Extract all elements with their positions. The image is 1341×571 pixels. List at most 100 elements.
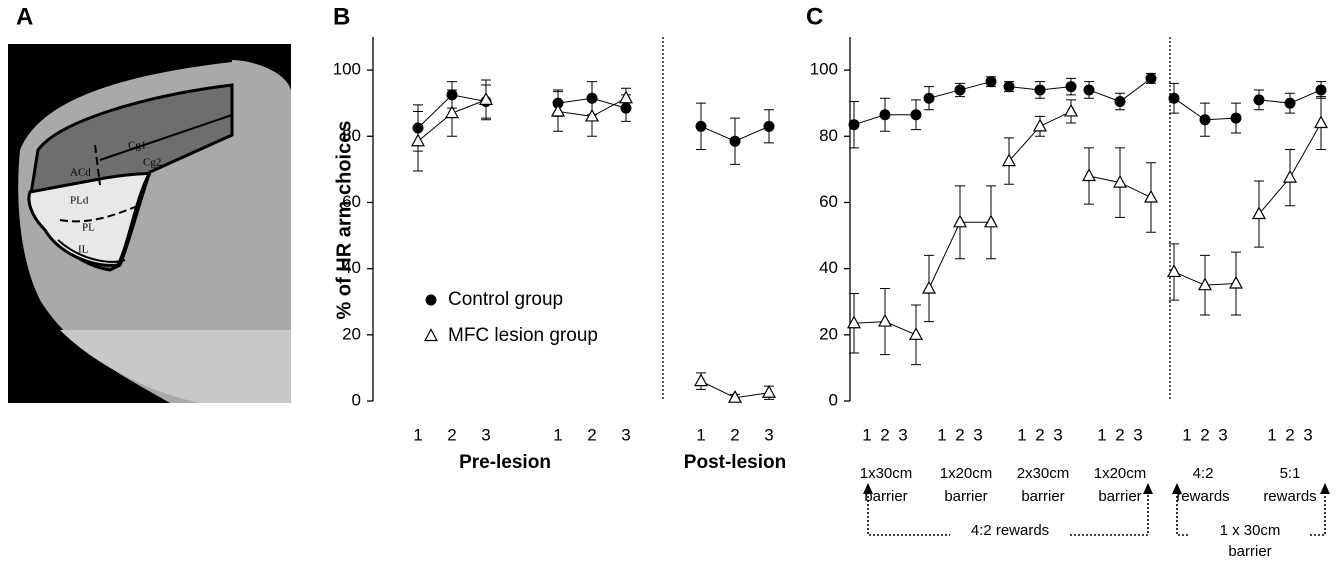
x-tick-label: 2 <box>880 425 889 444</box>
x-tick-label: 3 <box>1053 425 1062 444</box>
annotation: 4:2 rewards <box>971 522 1049 539</box>
group-label: 2x30cm <box>1017 465 1070 482</box>
data-point <box>1065 105 1077 116</box>
x-tick-label: 1 <box>1182 425 1191 444</box>
x-tick-label: 2 <box>1035 425 1044 444</box>
data-point <box>764 121 775 132</box>
x-tick-label: 3 <box>481 425 490 444</box>
x-tick-label: 2 <box>1115 425 1124 444</box>
y-tick-label: 20 <box>819 324 838 343</box>
x-tick-label: 3 <box>1133 425 1142 444</box>
data-point <box>1035 84 1046 95</box>
data-point <box>1285 98 1296 109</box>
group-label: 1x20cm <box>940 465 993 482</box>
data-point <box>954 216 966 227</box>
data-point <box>924 93 935 104</box>
legend-label: Control group <box>448 289 563 310</box>
x-tick-label: 3 <box>1218 425 1227 444</box>
x-tick-label: 1 <box>1097 425 1106 444</box>
group-label: Post-lesion <box>684 452 786 473</box>
y-tick-label: 60 <box>819 192 838 211</box>
group-label: barrier <box>1021 488 1064 505</box>
data-point <box>955 84 966 95</box>
data-point <box>1066 81 1077 92</box>
x-tick-label: 1 <box>937 425 946 444</box>
annotation: barrier <box>1228 543 1271 560</box>
data-point <box>620 92 632 103</box>
x-tick-label: 1 <box>696 425 705 444</box>
data-point <box>1004 81 1015 92</box>
group-label: barrier <box>1098 488 1141 505</box>
group-label: rewards <box>1263 488 1316 505</box>
group-label: barrier <box>944 488 987 505</box>
y-tick-label: 20 <box>342 324 361 343</box>
brain-image: Cg1 Cg2 ACd PLd PL IL <box>8 44 291 403</box>
x-tick-label: 3 <box>764 425 773 444</box>
data-point <box>910 328 922 339</box>
x-tick-label: 2 <box>447 425 456 444</box>
annotation: 1 x 30cm <box>1220 522 1281 539</box>
data-point <box>1284 171 1296 182</box>
data-point <box>1083 169 1095 180</box>
x-tick-label: 2 <box>587 425 596 444</box>
x-tick-label: 1 <box>413 425 422 444</box>
brain-label: ACd <box>70 167 91 179</box>
data-point <box>923 282 935 293</box>
x-tick-label: 2 <box>730 425 739 444</box>
group-label: barrier <box>864 488 907 505</box>
legend-marker <box>426 295 437 306</box>
x-tick-label: 1 <box>1017 425 1026 444</box>
data-point <box>1145 191 1157 202</box>
figure: A B C Cg1 Cg2 ACd PLd PL IL 020406080100… <box>0 0 1341 566</box>
brain-label: IL <box>78 244 89 256</box>
y-tick-label: 100 <box>810 60 838 79</box>
brain-label: Cg1 <box>128 140 146 152</box>
data-point <box>1230 277 1242 288</box>
x-tick-label: 3 <box>898 425 907 444</box>
panel-label: C <box>806 3 823 30</box>
y-tick-label: 0 <box>352 390 361 409</box>
data-point <box>879 315 891 326</box>
data-point <box>986 76 997 87</box>
y-tick-label: 0 <box>829 390 838 409</box>
group-label: 1x30cm <box>860 465 913 482</box>
data-point <box>1315 117 1327 128</box>
data-point <box>730 136 741 147</box>
data-point <box>763 386 775 397</box>
data-point <box>1200 114 1211 125</box>
group-label: Pre-lesion <box>459 452 551 473</box>
x-tick-label: 1 <box>1267 425 1276 444</box>
group-label: 1x20cm <box>1094 465 1147 482</box>
arrow-heads <box>863 483 1330 494</box>
data-point <box>985 216 997 227</box>
group-label: rewards <box>1176 488 1229 505</box>
brain-label: PL <box>82 222 95 234</box>
data-point <box>696 121 707 132</box>
x-tick-label: 3 <box>621 425 630 444</box>
data-point <box>1169 93 1180 104</box>
x-tick-label: 2 <box>1200 425 1209 444</box>
data-point <box>1034 120 1046 131</box>
y-tick-label: 80 <box>819 126 838 145</box>
y-tick-label: 100 <box>333 60 361 79</box>
data-point <box>1146 73 1157 84</box>
x-tick-label: 1 <box>862 425 871 444</box>
legend-label: MFC lesion group <box>448 325 598 346</box>
x-tick-label: 2 <box>1285 425 1294 444</box>
data-point <box>849 119 860 130</box>
x-tick-label: 3 <box>1303 425 1312 444</box>
brain-label: PLd <box>70 195 89 207</box>
data-point <box>911 109 922 120</box>
data-point <box>1199 279 1211 290</box>
group-label: 5:1 <box>1280 465 1301 482</box>
legend-marker <box>425 330 437 341</box>
panel-label: B <box>333 3 350 30</box>
data-point <box>1316 84 1327 95</box>
x-tick-label: 2 <box>955 425 964 444</box>
data-point <box>1231 113 1242 124</box>
panel-label: A <box>16 3 33 30</box>
data-point <box>1254 94 1265 105</box>
data-point <box>1115 96 1126 107</box>
x-tick-label: 3 <box>973 425 982 444</box>
data-point <box>1084 84 1095 95</box>
